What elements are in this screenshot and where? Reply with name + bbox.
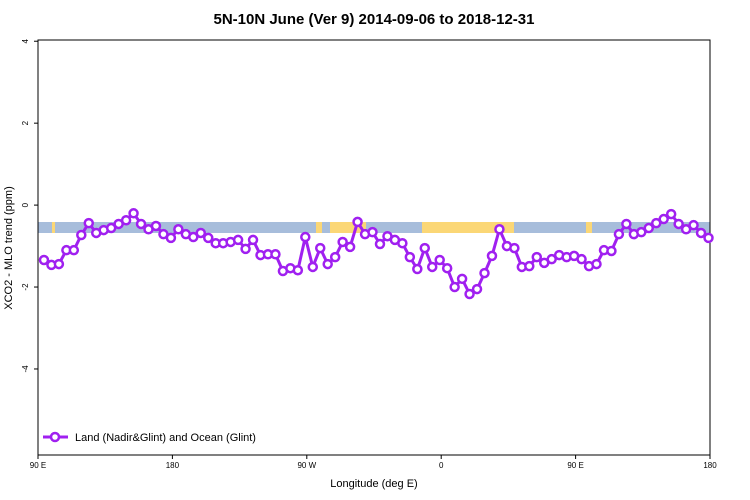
data-point [83, 217, 95, 229]
y-tick-label: -4 [21, 365, 30, 373]
x-tick-label: 180 [703, 461, 717, 470]
x-axis-label: Longitude (deg E) [330, 478, 417, 490]
y-tick-label: -2 [21, 283, 30, 291]
data-point [673, 218, 684, 230]
data-point [621, 218, 632, 230]
data-point [128, 208, 139, 219]
data-point [367, 226, 378, 238]
data-point [494, 224, 505, 235]
land-patch [422, 222, 514, 233]
data-point [456, 273, 468, 285]
chart-title: 5N-10N June (Ver 9) 2014-09-06 to 2018-1… [213, 11, 534, 28]
data-point [397, 237, 408, 249]
y-tick-label: 2 [21, 120, 30, 125]
data-point [486, 250, 498, 262]
data-point [404, 251, 416, 263]
data-point [613, 228, 625, 240]
land-patch [586, 222, 592, 233]
legend-marker [49, 431, 61, 443]
y-tick-label: 4 [21, 38, 30, 43]
data-point [688, 219, 699, 231]
data-point [546, 253, 557, 265]
data-point [232, 234, 244, 246]
data-point [76, 229, 87, 241]
data-point [606, 245, 617, 257]
data-point [658, 213, 669, 225]
data-point [441, 262, 453, 274]
data-point [188, 231, 199, 243]
data-point [419, 242, 431, 254]
data-point [352, 216, 363, 228]
data-point [292, 264, 304, 276]
data-point [576, 253, 587, 265]
x-tick-label: 90 W [297, 461, 316, 470]
data-point [307, 261, 319, 273]
data-point [695, 227, 707, 239]
data-point [650, 217, 662, 229]
data-point [412, 263, 423, 275]
x-tick-label: 180 [166, 461, 180, 470]
x-tick-label: 0 [439, 461, 444, 470]
data-point [665, 208, 677, 220]
land-patch [330, 222, 366, 233]
data-point [680, 224, 692, 235]
data-point [531, 251, 543, 263]
data-point [120, 215, 132, 226]
data-point [479, 267, 490, 279]
data-point [337, 236, 348, 248]
data-point [105, 222, 117, 234]
land-patch [52, 222, 55, 233]
data-point [314, 242, 326, 254]
data-point [643, 222, 655, 234]
data-point [591, 258, 602, 270]
data-point [374, 238, 386, 250]
data-point [426, 261, 438, 273]
data-point [247, 234, 259, 246]
data-point [464, 288, 475, 300]
legend-label: Land (Nadir&Glint) and Ocean (Glint) [75, 432, 256, 444]
x-tick-label: 90 E [30, 461, 46, 470]
plot-frame [37, 39, 711, 456]
data-point [449, 281, 460, 293]
y-axis-label: XCO2 - MLO trend (ppm) [3, 186, 15, 309]
data-point [240, 243, 251, 255]
data-point [135, 218, 147, 230]
data-point [509, 242, 520, 254]
data-point [524, 260, 535, 272]
data-point [68, 244, 80, 256]
x-tick-label: 90 E [567, 461, 583, 470]
data-point [300, 231, 311, 243]
data-point [434, 254, 445, 266]
data-point [270, 249, 281, 260]
data-point [195, 227, 207, 239]
data-point [150, 220, 162, 232]
data-point [329, 251, 341, 263]
data-point [636, 226, 647, 238]
data-point [703, 232, 714, 244]
data-point [38, 254, 50, 266]
land-patch [316, 222, 322, 233]
data-point [173, 224, 184, 235]
y-tick-label: 0 [21, 202, 30, 207]
data-point [471, 283, 483, 295]
data-point [322, 258, 333, 270]
data-point [53, 258, 65, 270]
data-point [344, 241, 356, 253]
data-point [202, 232, 214, 244]
data-point [165, 232, 177, 244]
